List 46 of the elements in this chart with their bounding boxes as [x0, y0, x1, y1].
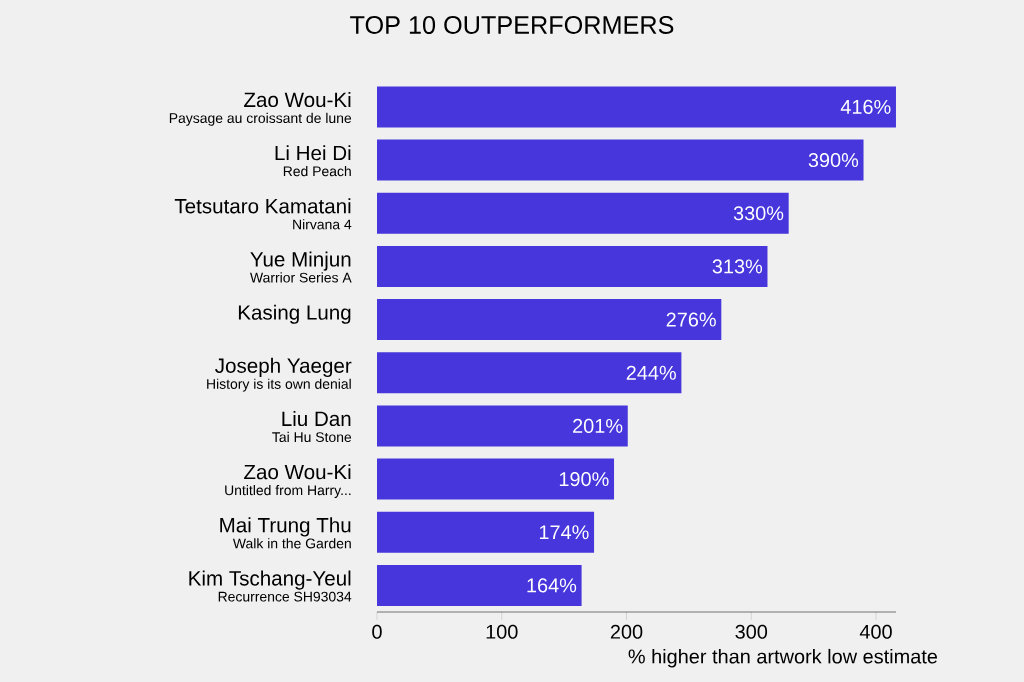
chart-title: TOP 10 OUTPERFORMERS [350, 16, 674, 34]
bar [377, 299, 722, 341]
data-label: 330% [733, 206, 784, 221]
y-tick-label: Kim Tschang-Yeul [189, 570, 351, 590]
text: Red Peach [283, 165, 351, 177]
data-label: 416% [840, 99, 891, 114]
x-tick-label: 0 [372, 624, 382, 639]
data-label: 190% [559, 472, 609, 487]
data-label: 174% [539, 525, 589, 540]
y-tick-label: Yue Minjun [250, 251, 351, 271]
x-axis-title: % higher than artwork low estimate [628, 648, 938, 668]
bar [377, 245, 768, 287]
text: History is its own denial [207, 378, 351, 392]
data-label: 201% [573, 418, 623, 433]
bar [377, 458, 615, 500]
bar [377, 192, 789, 234]
bar [377, 139, 864, 181]
text: Nirvana 4 [293, 219, 352, 230]
y-tick-label: Tetsutaro Kamatani [174, 198, 351, 214]
x-tick-label: 200 [610, 624, 643, 639]
text: Recurrence SH93034 [218, 591, 352, 602]
text: Walk in the Garden [232, 538, 351, 549]
y-tick-label: Mai Trung Thu [220, 517, 351, 537]
text: Warrior Series A [250, 272, 352, 283]
bar [377, 352, 682, 394]
x-tick-label: 100 [486, 624, 518, 639]
y-tick-label: Liu Dan [282, 411, 351, 427]
x-tick-label: 300 [735, 624, 768, 639]
bar [377, 405, 628, 447]
text: Tai Hu Stone [272, 431, 352, 443]
x-tick-label: 400 [859, 624, 892, 639]
y-tick-label: Joseph Yaeger [215, 357, 352, 378]
y-tick-label: Li Hei Di [275, 145, 351, 161]
bar [377, 511, 595, 553]
y-tick-label: Zao Wou-Ki [244, 464, 351, 480]
data-label: 276% [666, 312, 716, 327]
y-tick-label: Zao Wou-Ki [244, 91, 351, 108]
data-label: 313% [712, 259, 763, 274]
data-label: 164% [527, 578, 577, 593]
y-tick-label: Kasing Lung [238, 304, 351, 324]
bar [377, 564, 582, 606]
text: Paysage au croissant de lune [169, 112, 352, 126]
data-label: 390% [808, 153, 859, 168]
bar [377, 86, 896, 128]
data-label: 244% [626, 365, 676, 380]
text: Untitled from Harry... [225, 484, 351, 498]
